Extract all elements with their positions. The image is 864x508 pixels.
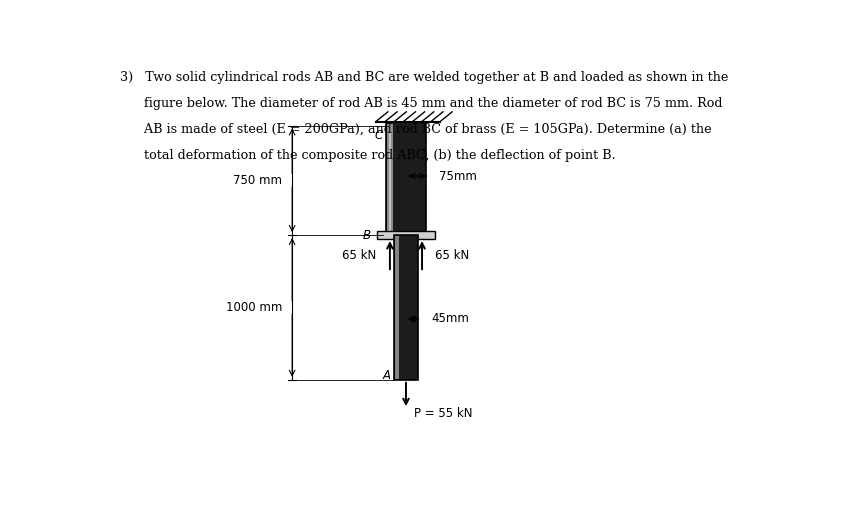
- Text: 45mm: 45mm: [431, 312, 469, 326]
- Text: AB is made of steel (E = 200GPa), and rod BC of brass (E = 105GPa). Determine (a: AB is made of steel (E = 200GPa), and ro…: [120, 123, 712, 136]
- Text: B: B: [363, 229, 372, 241]
- Bar: [395, 236, 399, 378]
- Text: 65 kN: 65 kN: [435, 249, 470, 262]
- Bar: [386, 121, 426, 235]
- Text: figure below. The diameter of rod AB is 45 mm and the diameter of rod BC is 75 m: figure below. The diameter of rod AB is …: [120, 97, 722, 110]
- Bar: [387, 123, 393, 233]
- Text: 75mm: 75mm: [440, 170, 477, 182]
- Bar: [394, 235, 418, 380]
- Text: A: A: [383, 369, 391, 382]
- Bar: [377, 231, 435, 239]
- Text: total deformation of the composite rod ABC, (b) the deflection of point B.: total deformation of the composite rod A…: [120, 149, 616, 163]
- Bar: [389, 123, 391, 233]
- Text: 3)   Two solid cylindrical rods AB and BC are welded together at B and loaded as: 3) Two solid cylindrical rods AB and BC …: [120, 71, 728, 84]
- Text: 750 mm: 750 mm: [233, 174, 282, 187]
- Text: 65 kN: 65 kN: [342, 249, 377, 262]
- Text: P = 55 kN: P = 55 kN: [414, 407, 473, 420]
- Text: C: C: [374, 130, 383, 142]
- Text: 1000 mm: 1000 mm: [226, 301, 282, 314]
